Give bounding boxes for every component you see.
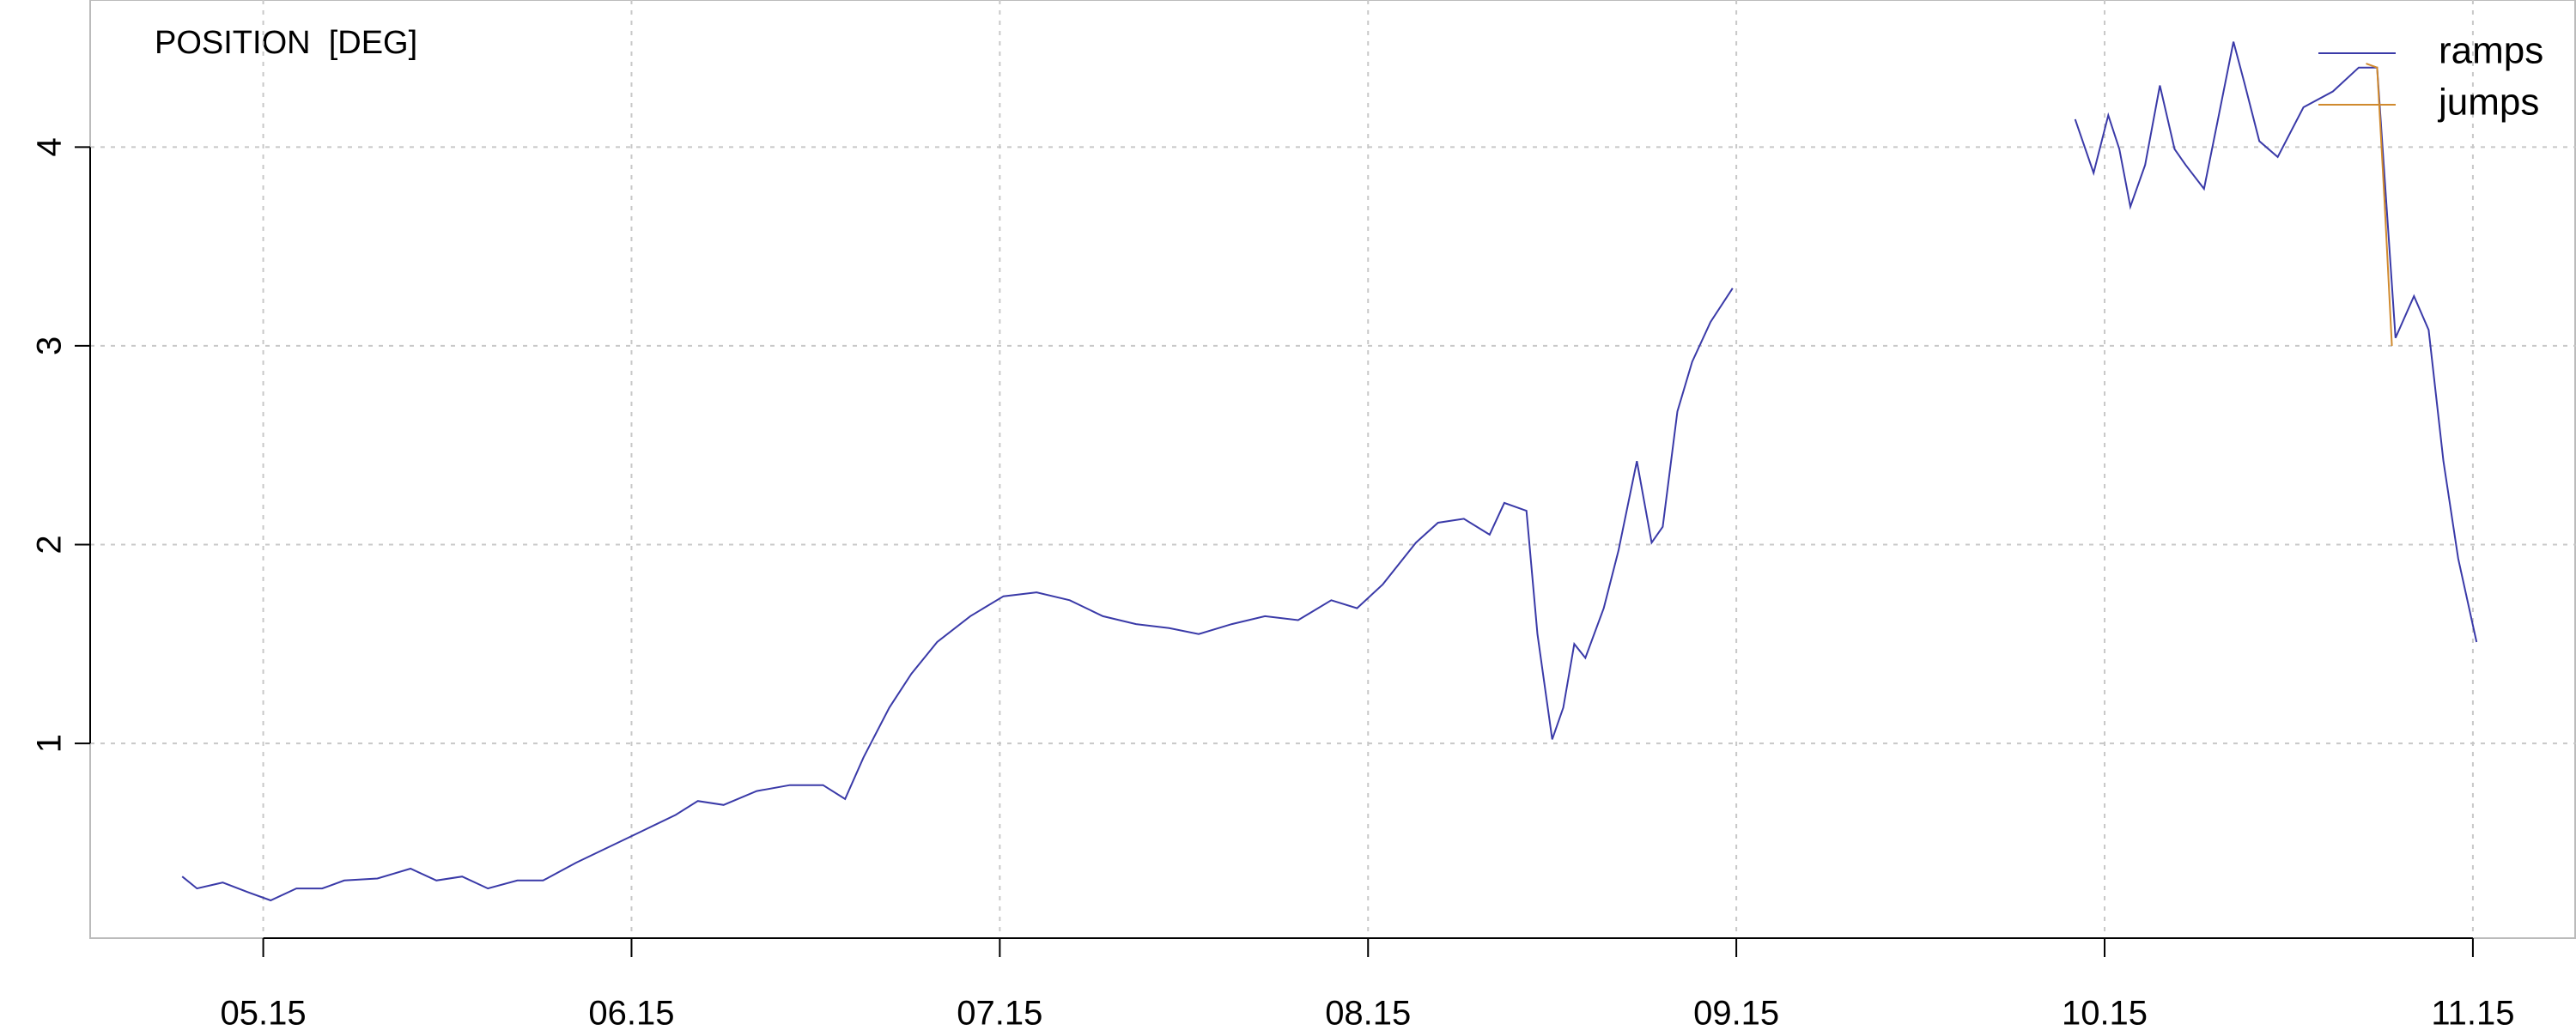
x-tick-label: 11.15 [2431, 995, 2514, 1030]
series-line [2366, 63, 2393, 346]
y-tick-label: 3 [31, 336, 69, 355]
y-tick-label: 4 [31, 137, 69, 156]
x-tick-label: 07.15 [957, 995, 1042, 1030]
x-tick-label: 10.15 [2062, 995, 2148, 1030]
x-tick-label: 06.15 [588, 995, 674, 1030]
x-tick-label: 05.15 [221, 995, 307, 1030]
chart-title: POSITION [DEG] [155, 25, 417, 61]
y-tick-label: 1 [31, 734, 69, 753]
x-tick-label: 09.15 [1693, 995, 1779, 1030]
legend-label: jumps [2437, 82, 2539, 124]
plot-frame [89, 0, 2576, 939]
legend-label: ramps [2439, 30, 2543, 72]
y-tick-label: 2 [31, 535, 69, 554]
x-tick-label: 08.15 [1325, 995, 1411, 1030]
series-line [181, 41, 2478, 902]
